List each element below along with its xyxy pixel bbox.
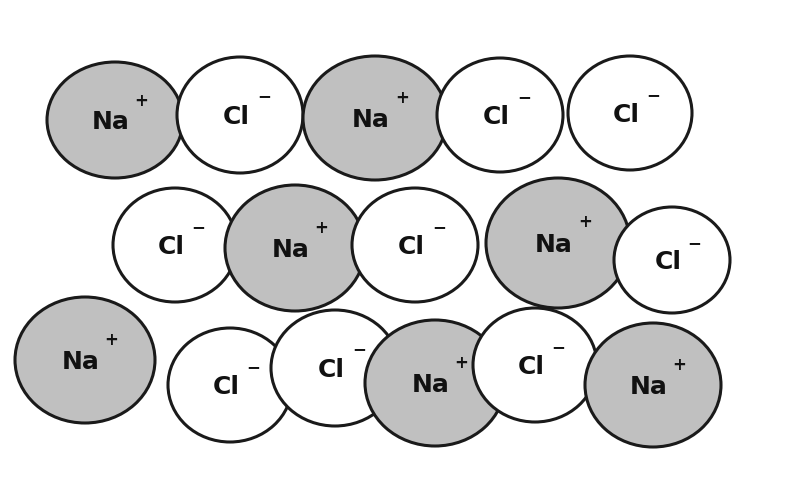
Text: +: +	[578, 213, 592, 231]
Ellipse shape	[113, 188, 237, 302]
Text: −: −	[353, 340, 366, 358]
Text: −: −	[191, 218, 206, 236]
Text: −: −	[687, 234, 701, 252]
Text: Cl: Cl	[213, 375, 240, 399]
Text: +: +	[455, 354, 468, 372]
Text: Cl: Cl	[222, 105, 249, 129]
Text: Cl: Cl	[483, 105, 510, 129]
Ellipse shape	[271, 310, 399, 426]
Text: Na: Na	[535, 233, 573, 257]
Ellipse shape	[486, 178, 630, 308]
Text: −: −	[646, 86, 661, 104]
Ellipse shape	[473, 308, 597, 422]
Ellipse shape	[568, 56, 692, 170]
Text: +: +	[395, 89, 409, 107]
Text: +: +	[672, 356, 686, 374]
Text: −: −	[247, 358, 260, 376]
Ellipse shape	[225, 185, 365, 311]
Text: +: +	[314, 219, 329, 237]
Text: −: −	[432, 218, 446, 236]
Ellipse shape	[585, 323, 721, 447]
Text: +: +	[134, 92, 148, 110]
Ellipse shape	[47, 62, 183, 178]
Text: +: +	[105, 331, 118, 349]
Text: Na: Na	[412, 373, 450, 397]
Ellipse shape	[614, 207, 730, 313]
Text: −: −	[257, 87, 271, 105]
Text: Cl: Cl	[612, 103, 639, 127]
Text: Cl: Cl	[398, 235, 425, 259]
Text: Cl: Cl	[518, 355, 545, 379]
Ellipse shape	[365, 320, 505, 446]
Text: Cl: Cl	[654, 250, 681, 274]
Ellipse shape	[303, 56, 447, 180]
Ellipse shape	[15, 297, 155, 423]
Text: −: −	[517, 88, 531, 106]
Ellipse shape	[177, 57, 303, 173]
Text: Na: Na	[352, 108, 390, 132]
Text: Na: Na	[62, 350, 100, 374]
Text: Na: Na	[92, 110, 130, 134]
Ellipse shape	[437, 58, 563, 172]
Text: Cl: Cl	[157, 235, 184, 259]
Text: Na: Na	[630, 375, 668, 399]
Text: Na: Na	[272, 238, 310, 262]
Text: −: −	[552, 338, 565, 356]
Ellipse shape	[168, 328, 292, 442]
Ellipse shape	[352, 188, 478, 302]
Text: Cl: Cl	[318, 358, 345, 382]
